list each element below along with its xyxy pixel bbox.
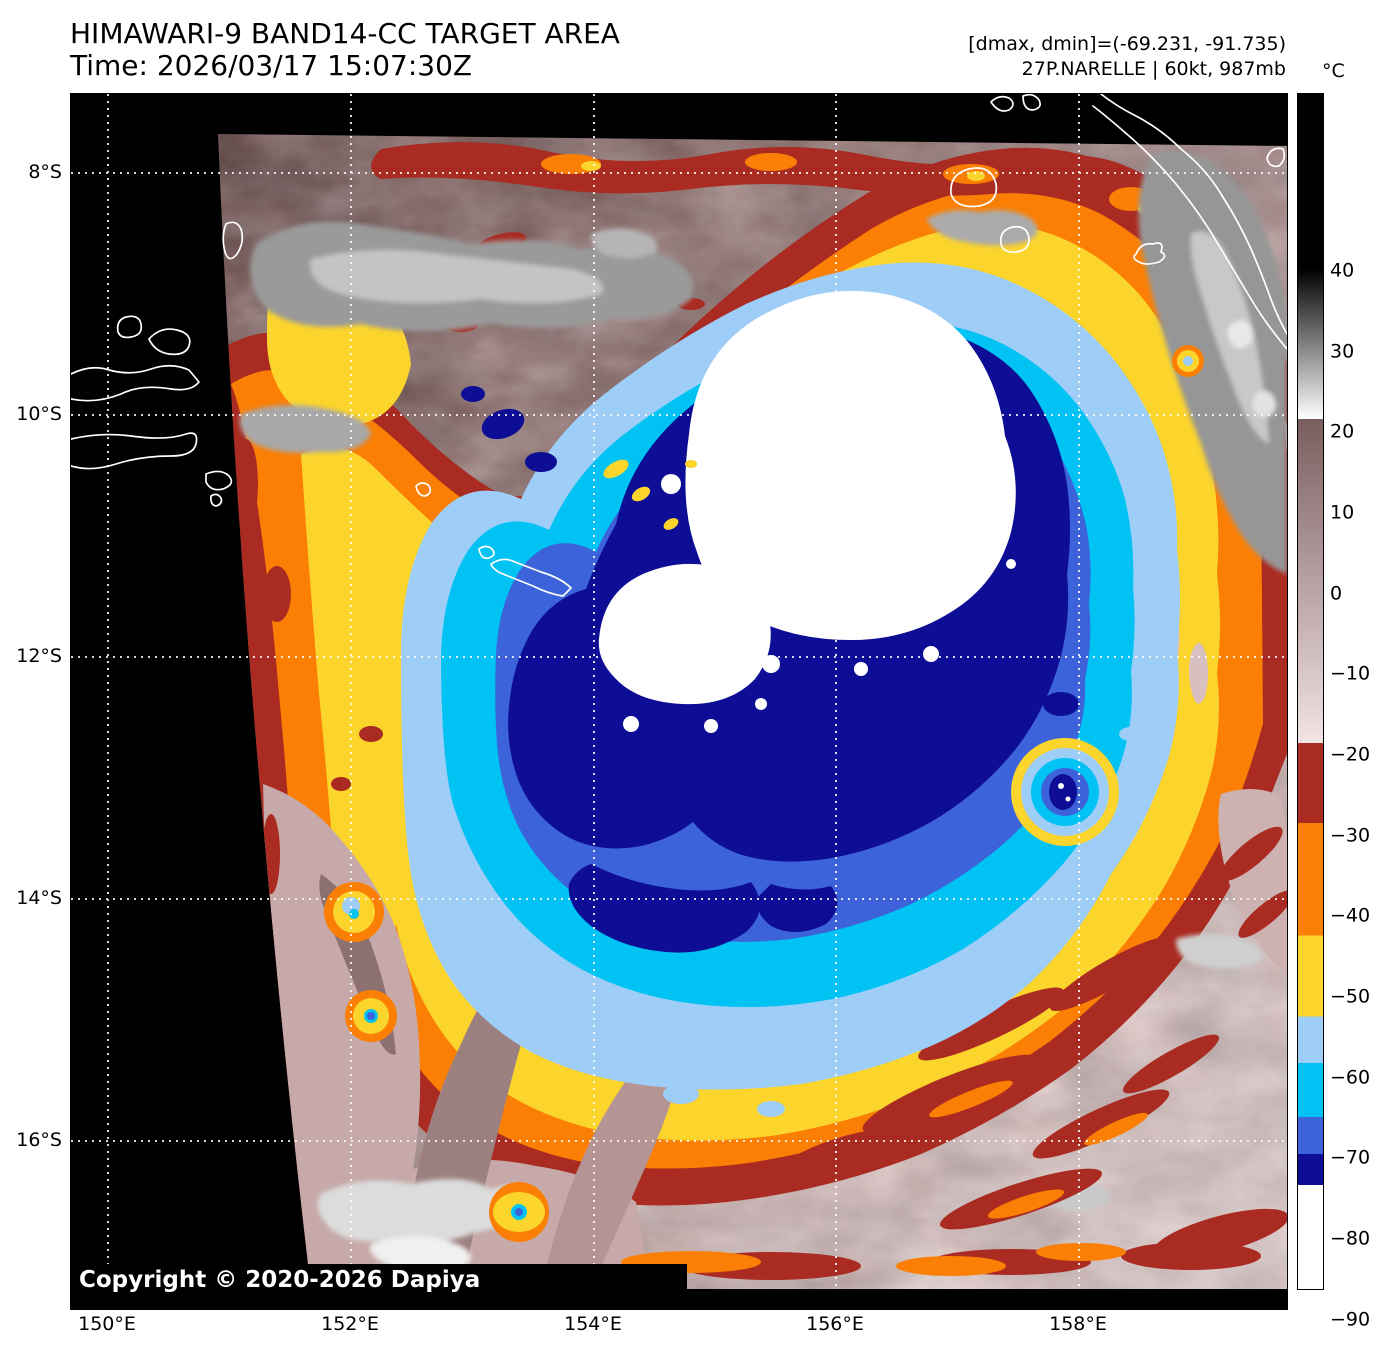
colorbar-tick: −80 — [1330, 1227, 1371, 1250]
satellite-image: Copyright © 2020-2026 Dapiya — [71, 94, 1287, 1309]
colorbar-tick: 40 — [1330, 259, 1355, 282]
lon-tick-label: 152°E — [321, 1313, 379, 1335]
copyright-bar — [71, 1264, 687, 1294]
copyright-text: Copyright © 2020-2026 Dapiya — [79, 1267, 480, 1293]
temperature-colorbar — [1297, 93, 1324, 1290]
dmax-dmin-annotation: [dmax, dmin]=(-69.231, -91.735) — [968, 33, 1286, 55]
storm-annotation: 27P.NARELLE | 60kt, 987mb — [1021, 58, 1286, 80]
lat-tick-label: 12°S — [16, 645, 62, 667]
colorbar-tick: −10 — [1330, 662, 1371, 685]
secondary-cold-spot — [1011, 738, 1119, 846]
colorbar-tick: 20 — [1330, 420, 1355, 443]
colorbar-tick: −70 — [1330, 1146, 1371, 1169]
product-title: HIMAWARI-9 BAND14-CC TARGET AREA — [70, 17, 620, 50]
colorbar-tick: −20 — [1330, 743, 1371, 766]
lat-tick-label: 8°S — [28, 161, 62, 183]
colorbar-tick: −40 — [1330, 904, 1371, 927]
colorbar-tick: 0 — [1330, 582, 1343, 605]
lon-tick-label: 154°E — [564, 1313, 622, 1335]
data-swath — [218, 134, 1287, 1289]
colorbar-tick: −90 — [1330, 1308, 1371, 1331]
colorbar-tick: −60 — [1330, 1066, 1371, 1089]
lat-tick-label: 10°S — [16, 403, 62, 425]
colorbar-tick: 10 — [1330, 501, 1355, 524]
colorbar-unit-label: °C — [1322, 60, 1345, 82]
lat-tick-label: 14°S — [16, 887, 62, 909]
timestamp: Time: 2026/03/17 15:07:30Z — [70, 49, 473, 82]
gray-cloud-masses — [239, 151, 1287, 1279]
cold-interior — [401, 262, 1180, 1117]
hot-towers — [324, 345, 1204, 1242]
coastlines — [71, 94, 1287, 626]
lon-tick-label: 156°E — [806, 1313, 864, 1335]
colorbar-tick: −30 — [1330, 824, 1371, 847]
satellite-map: Copyright © 2020-2026 Dapiya — [70, 93, 1288, 1310]
lon-tick-label: 158°E — [1049, 1313, 1107, 1335]
colorbar-tick: 30 — [1330, 340, 1355, 363]
lon-tick-label: 150°E — [78, 1313, 136, 1335]
lat-tick-label: 16°S — [16, 1129, 62, 1151]
colorbar-tick: −50 — [1330, 985, 1371, 1008]
